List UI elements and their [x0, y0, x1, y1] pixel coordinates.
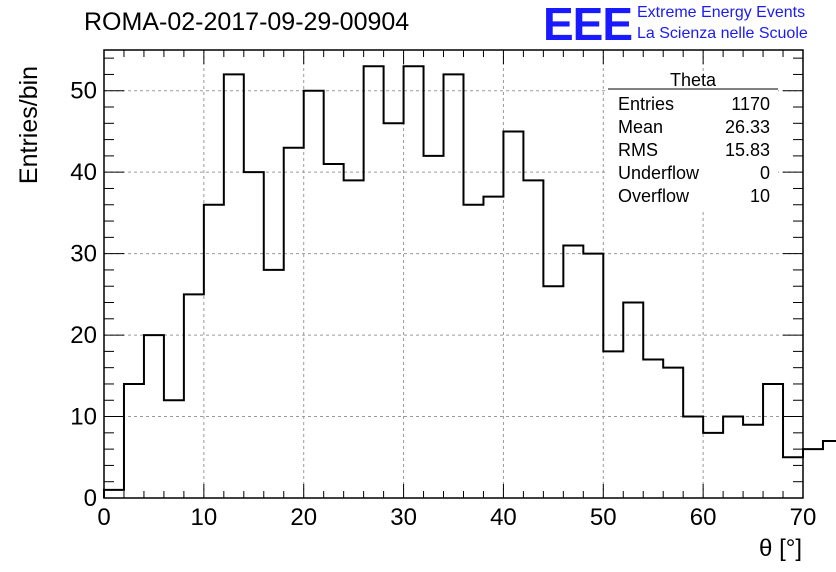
histogram-bin [404, 66, 424, 498]
x-axis-label: θ [°] [759, 535, 802, 562]
y-tick-label: 50 [70, 78, 97, 105]
stats-box-bg [608, 71, 778, 211]
histogram-bin [503, 131, 523, 498]
histogram-bin [723, 417, 743, 498]
histogram-bin [603, 351, 623, 498]
histogram-bin [643, 360, 663, 498]
histogram-bin [803, 449, 823, 498]
histogram-bin [224, 74, 244, 498]
eee-logo: EEE [543, 0, 633, 50]
histogram-bin [583, 254, 603, 498]
histogram-bin [463, 205, 483, 498]
histogram-bin [563, 245, 583, 498]
x-tick-label: 30 [390, 504, 417, 531]
histogram-bin [483, 197, 503, 498]
histogram-bin [663, 368, 683, 498]
stats-row-value: 15.83 [725, 140, 770, 160]
stats-row-label: Overflow [618, 186, 690, 206]
logo-line-2: La Scienza nelle Scuole [637, 25, 808, 42]
y-tick-label: 30 [70, 241, 97, 268]
stats-row-value: 0 [760, 163, 770, 183]
histogram-bin [743, 425, 763, 498]
y-tick-label: 10 [70, 404, 97, 431]
histogram-bin [543, 286, 563, 498]
histogram-bin [324, 164, 344, 498]
histogram-bin [623, 303, 643, 498]
histogram-bin [304, 91, 324, 498]
y-tick-label: 0 [84, 485, 97, 512]
histogram-bin [384, 123, 404, 498]
x-tick-label: 20 [290, 504, 317, 531]
histogram-bin [424, 156, 444, 498]
histogram-bin [344, 180, 364, 498]
x-tick-label: 60 [690, 504, 717, 531]
x-tick-label: 50 [590, 504, 617, 531]
y-tick-label: 40 [70, 159, 97, 186]
chart-title: ROMA-02-2017-09-29-00904 [84, 8, 410, 36]
plot-frame [103, 49, 804, 499]
histogram-bin [164, 400, 184, 498]
stats-row-value: 26.33 [725, 117, 770, 137]
stats-row-label: RMS [618, 140, 658, 160]
histogram-bin [523, 180, 543, 498]
histogram-bin [124, 384, 144, 498]
stats-row-value: 10 [750, 186, 770, 206]
histogram-bin [703, 433, 723, 498]
x-tick-label: 10 [191, 504, 218, 531]
histogram-bin [364, 66, 384, 498]
histogram-bin [823, 441, 836, 498]
stats-row-label: Underflow [618, 163, 700, 183]
y-tick-label: 20 [70, 322, 97, 349]
stats-row-label: Mean [618, 117, 663, 137]
histogram-bin [104, 490, 124, 498]
histogram-outline [103, 65, 836, 498]
histogram-bin [763, 384, 783, 498]
x-tick-label: 70 [790, 504, 817, 531]
histogram-bin [204, 205, 224, 498]
x-tick-label: 0 [97, 504, 110, 531]
histogram-bin [184, 294, 204, 498]
stats-row-value: 1170 [731, 94, 770, 114]
stats-box-header: Theta [670, 70, 717, 90]
histogram-bin [284, 148, 304, 498]
logo-line-1: Extreme Energy Events [637, 4, 806, 21]
histogram-bin [783, 457, 803, 498]
histogram-bin [683, 417, 703, 498]
histogram-bin [444, 74, 464, 498]
x-tick-label: 40 [490, 504, 517, 531]
histogram-bin [264, 270, 284, 498]
stats-row-label: Entries [618, 94, 674, 114]
